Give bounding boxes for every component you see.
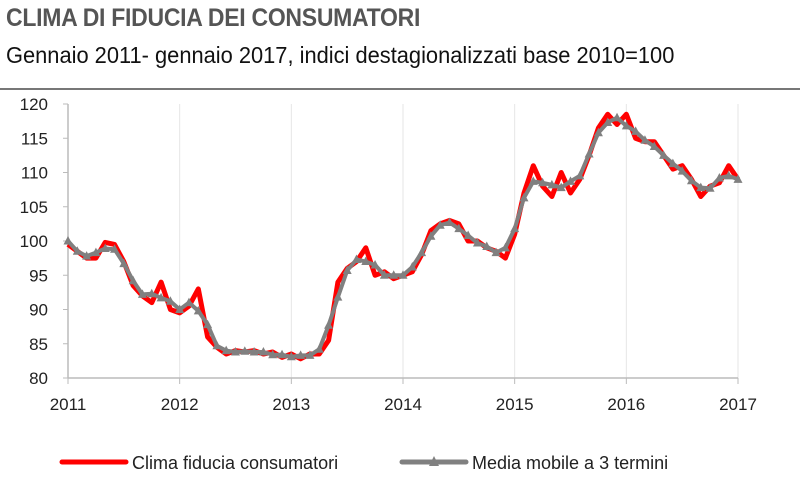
data-point-media-mobile [324,320,334,329]
y-tick-label: 105 [20,198,48,217]
data-point-media-mobile [724,170,734,180]
data-point-media-mobile [137,289,147,298]
legend-label: Clima fiducia consumatori [132,453,338,473]
x-tick-label: 2017 [719,395,757,414]
data-point-media-mobile [231,346,240,356]
data-point-media-mobile [556,182,566,192]
data-point-media-mobile [286,351,296,361]
data-point-media-mobile [147,288,157,298]
data-point-media-mobile [240,346,250,355]
data-point-media-mobile [100,243,110,253]
data-point-media-mobile [491,247,501,257]
x-tick-label: 2015 [496,395,534,414]
data-point-media-mobile [407,262,417,271]
data-point-media-mobile [351,254,361,263]
data-point-media-mobile [314,344,324,353]
data-point-media-mobile [714,172,724,182]
y-tick-label: 110 [21,164,48,183]
data-point-media-mobile [668,158,678,168]
data-point-media-mobile [379,270,389,279]
data-point-media-mobile [333,292,343,301]
data-point-media-mobile [696,182,706,192]
data-point-media-mobile [389,270,399,279]
x-tick-label: 2011 [50,395,87,414]
y-tick-label: 85 [29,335,48,354]
data-point-media-mobile [547,179,557,189]
data-point-media-mobile [705,183,715,192]
data-point-media-mobile [221,345,231,355]
data-point-media-mobile [538,177,548,187]
data-point-media-mobile [612,112,622,122]
data-point-media-mobile [110,244,120,253]
legend-label: Media mobile a 3 termini [472,453,668,473]
x-tick-label: 2013 [272,395,310,414]
y-tick-label: 95 [29,266,48,285]
data-point-media-mobile [575,170,585,180]
data-point-media-mobile [584,149,594,158]
data-point-media-mobile [686,175,696,185]
data-point-media-mobile [426,231,436,240]
y-tick-label: 90 [29,301,48,320]
data-point-media-mobile [193,305,203,315]
chart-title: CLIMA DI FIDUCIA DEI CONSUMATORI [6,4,421,32]
data-point-media-mobile [659,150,669,159]
legend-triangle-marker [429,456,439,466]
y-tick-label: 80 [29,369,48,388]
data-point-media-mobile [277,349,287,359]
data-point-media-mobile [482,241,492,250]
data-point-media-mobile [454,223,464,233]
data-point-media-mobile [119,258,129,268]
data-point-media-mobile [472,238,482,247]
data-point-media-mobile [296,350,306,359]
x-tick-label: 2012 [161,395,199,414]
data-point-media-mobile [175,304,185,313]
data-point-media-mobile [677,166,687,175]
data-point-media-mobile [342,265,352,274]
y-tick-label: 115 [21,129,48,148]
data-point-media-mobile [519,192,529,202]
data-point-media-mobile [212,340,222,350]
x-tick-label: 2016 [607,395,645,414]
data-point-media-mobile [63,236,73,245]
data-point-media-mobile [621,120,631,130]
data-point-media-mobile [72,246,82,255]
y-tick-label: 100 [20,232,48,251]
data-point-media-mobile [82,251,92,260]
data-point-media-mobile [640,135,650,144]
data-point-media-mobile [91,247,101,257]
y-tick-label: 120 [20,95,48,114]
data-point-media-mobile [510,223,520,233]
data-point-media-mobile [566,176,575,185]
data-point-media-mobile [417,247,427,257]
data-point-media-mobile [603,117,613,126]
data-point-media-mobile [528,176,538,185]
data-point-media-mobile [165,296,175,305]
data-point-media-mobile [649,141,659,150]
data-point-media-mobile [203,319,213,329]
data-point-media-mobile [268,349,278,359]
data-point-media-mobile [249,346,259,356]
data-point-media-mobile [305,350,315,359]
data-point-media-mobile [463,230,473,240]
data-point-media-mobile [445,217,455,227]
data-point-media-mobile [631,126,641,135]
header-divider [0,88,800,90]
data-point-media-mobile [156,292,166,302]
x-tick-label: 2014 [384,395,422,414]
data-point-media-mobile [593,127,603,137]
data-point-media-mobile [398,270,408,279]
data-point-media-mobile [733,174,743,183]
data-point-media-mobile [184,297,194,307]
data-point-media-mobile [128,275,138,285]
data-point-media-mobile [370,259,380,269]
chart-subtitle: Gennaio 2011- gennaio 2017, indici desta… [6,42,675,68]
data-point-media-mobile [500,242,510,252]
data-point-media-mobile [361,256,371,266]
data-point-media-mobile [435,220,445,229]
data-point-media-mobile [258,346,268,356]
